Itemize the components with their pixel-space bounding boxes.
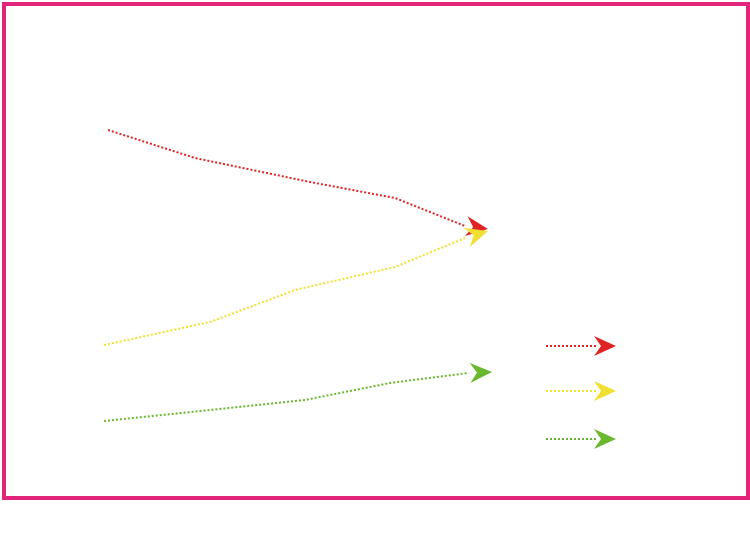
green-path [103, 372, 469, 422]
yellow-path [103, 237, 466, 346]
legend-arrowhead-3 [594, 429, 616, 449]
green-arrowhead [469, 362, 492, 383]
legend-arrowhead-2 [594, 381, 616, 401]
yellow-arrowhead [464, 227, 488, 247]
diagram-frame [2, 2, 750, 500]
legend-arrowhead-1 [594, 336, 616, 356]
red-path [107, 129, 466, 227]
